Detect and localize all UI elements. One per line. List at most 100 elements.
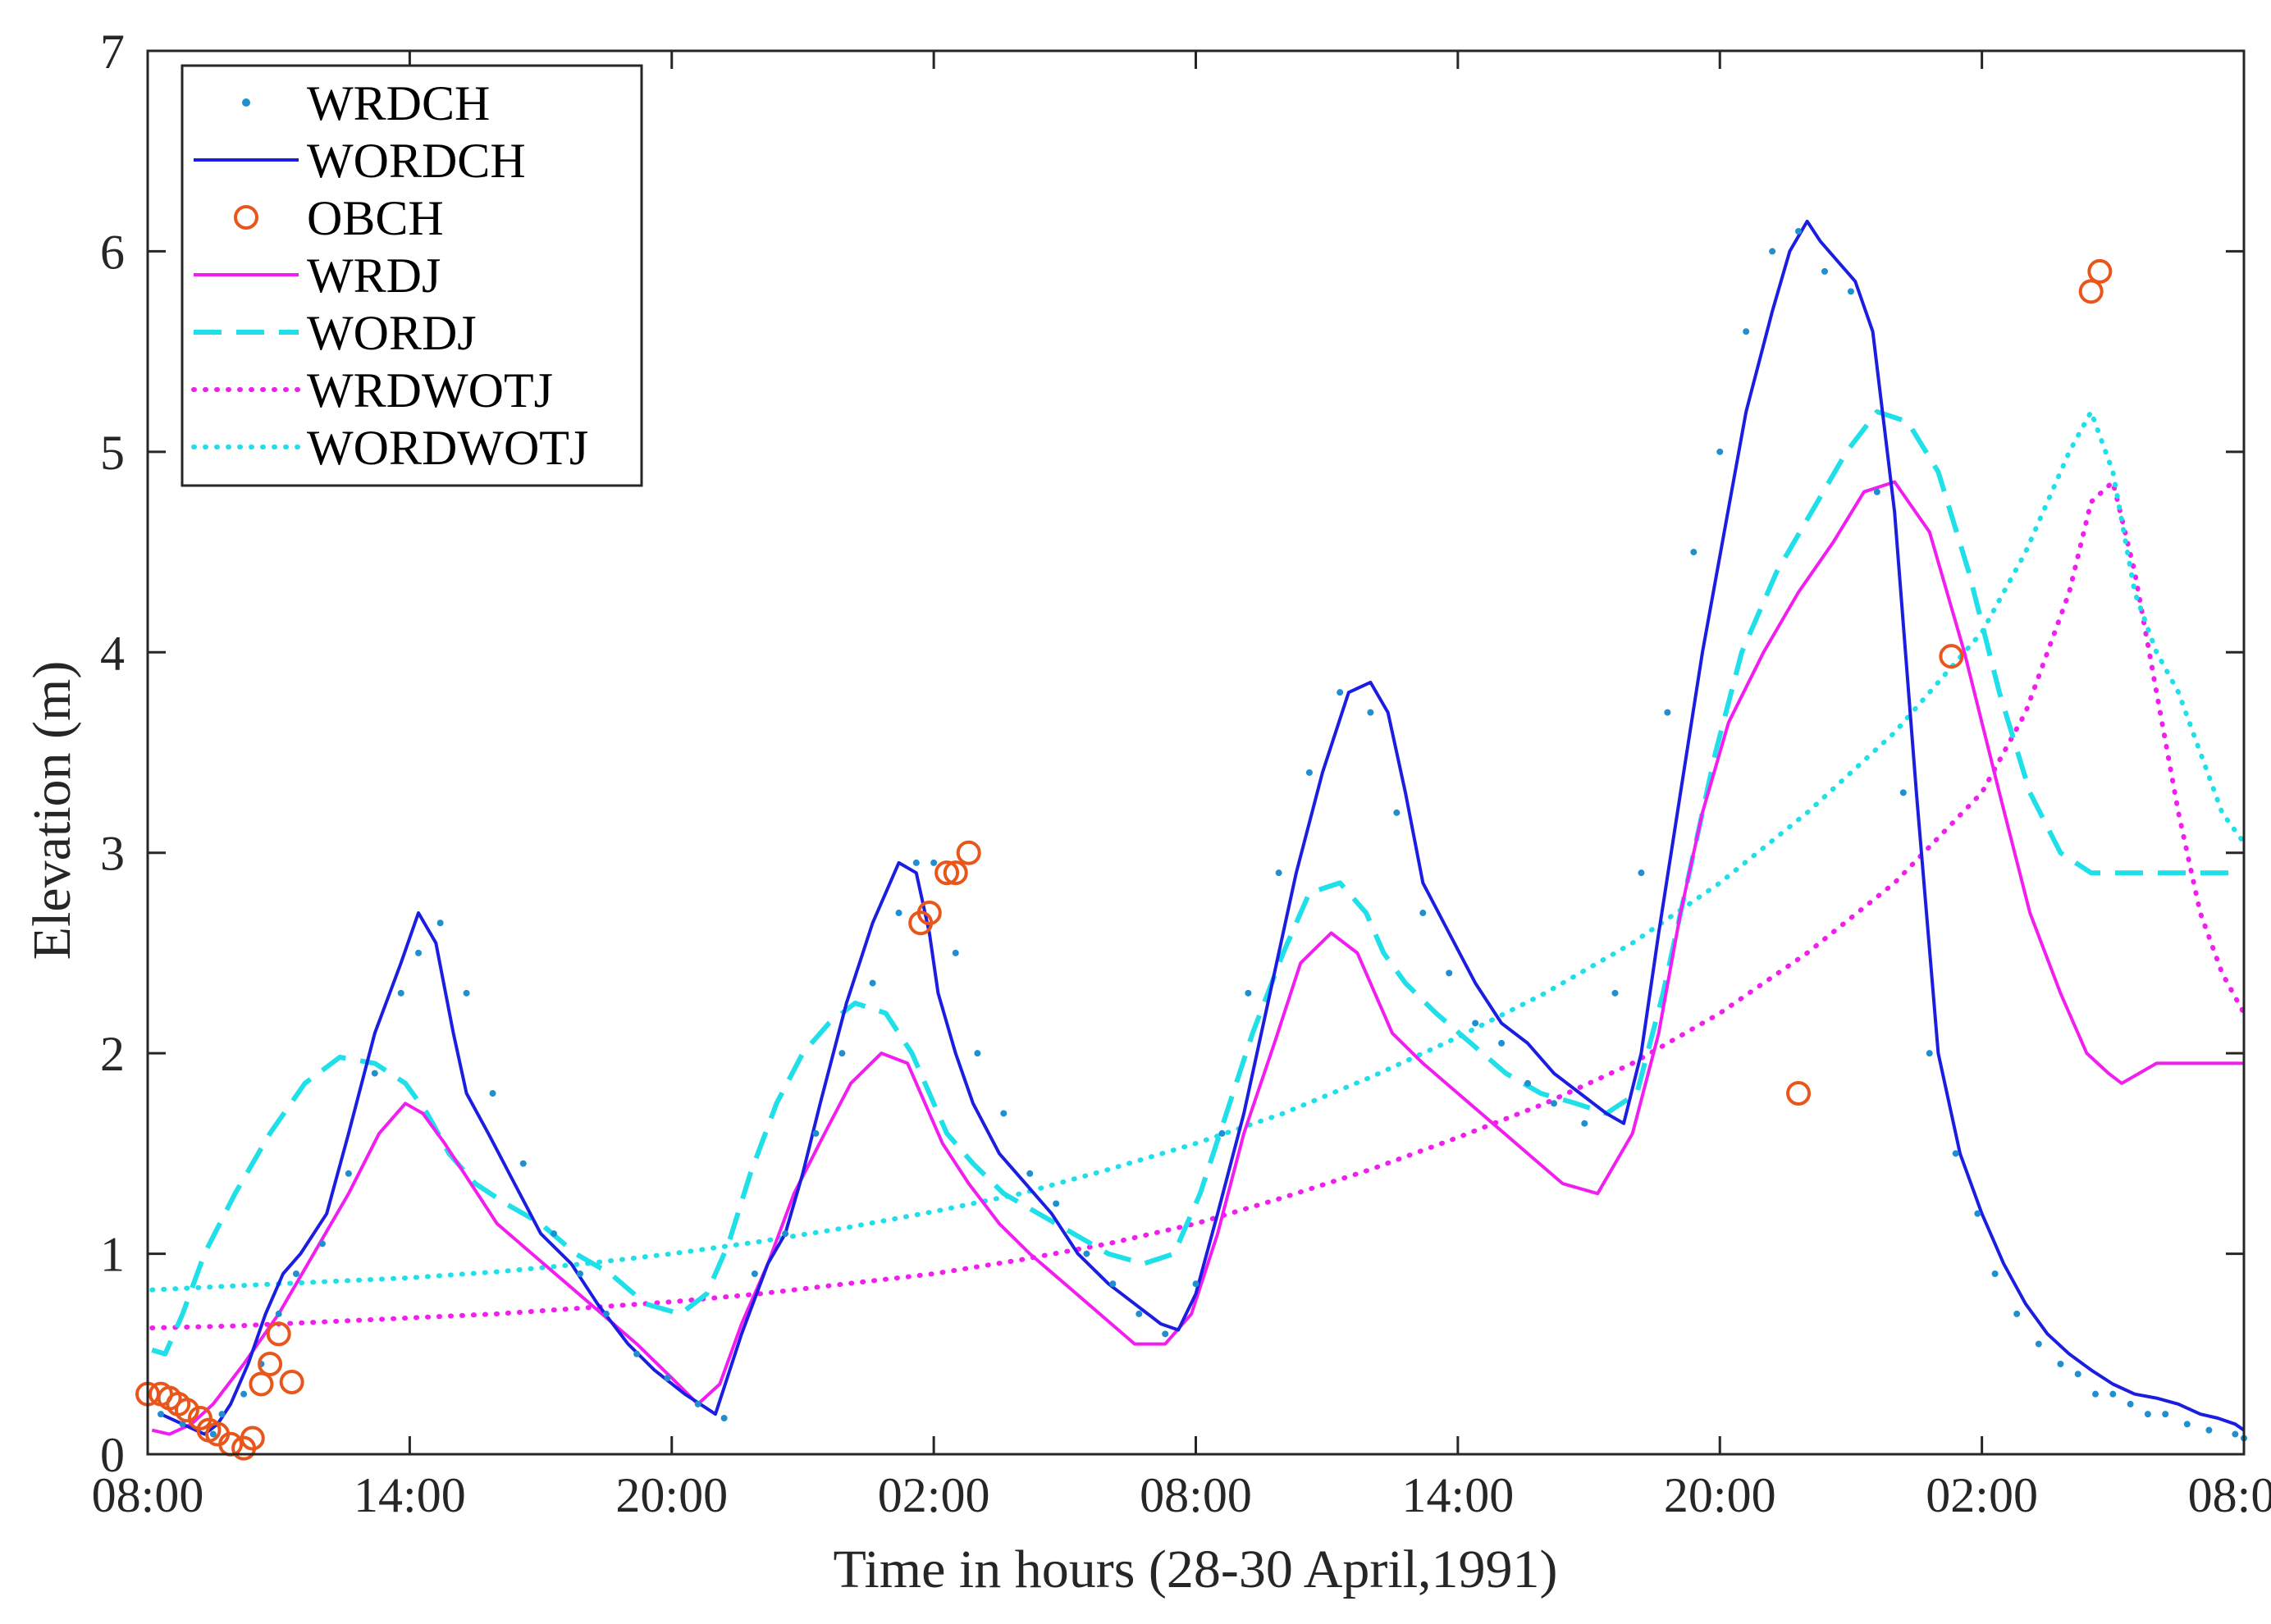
wrdch-point [812,1129,820,1137]
wrdch-point [489,1090,496,1097]
wrdch-point [318,1240,326,1248]
wrdch-point [240,1390,248,1398]
wrdch-point [2074,1371,2081,1378]
wrdch-point [275,1310,282,1317]
wrdch-point [720,1415,728,1422]
wrdch-point [1974,1210,1981,1217]
series-line-wordwotj [149,409,2246,1293]
legend-swatch [234,205,258,230]
wrdch-point [218,1411,226,1418]
wrdch-point [415,949,423,956]
wrdch-point [1026,1170,1034,1177]
wrdch-point [292,1270,299,1278]
wrdch-point [345,1170,352,1177]
wrdch-point [209,1430,217,1438]
wrdch-point [1218,1129,1226,1137]
wrdch-point [179,1421,186,1428]
wrdch-point [1109,1280,1117,1288]
x-tick-label: 14:00 [354,1468,466,1522]
legend-item-wordj: WORDJ [194,306,477,360]
wrdch-point [2057,1361,2064,1368]
wrdch-point [2162,1411,2169,1418]
wrdch-point [1873,488,1880,495]
x-tick-label: 02:00 [1926,1468,2038,1522]
wrdch-point [2205,1426,2213,1434]
wrdch-point [2144,1411,2151,1418]
wrdch-point [1472,1020,1479,1027]
wrdch-point [1083,1250,1090,1257]
wrdch-point [1926,1050,1933,1057]
wrdch-point [2183,1421,2191,1428]
wrdch-point [2127,1400,2134,1407]
wrdch-point [576,1270,583,1278]
wrdch-point [930,859,938,866]
wrdch-point [1899,789,1907,796]
wrdch-point [869,979,876,987]
wrdch-point [1716,448,1724,455]
series-wordwotj [149,409,2246,1293]
y-axis-title: Elevation (m) [22,661,82,960]
legend-item-wordch: WORDCH [194,134,526,188]
legend-item-wrdwotj: WRDWOTJ [191,363,553,417]
obch-point [934,860,960,886]
wrdch-point [1275,869,1282,877]
y-tick-label: 3 [100,827,125,881]
obch-point [943,860,968,886]
wrdch-point [1550,1100,1557,1107]
wrdch-point [1795,227,1803,235]
wrdch-point [1393,809,1401,816]
wrdch-point [1498,1039,1506,1047]
series-obch [135,258,2113,1461]
legend-item-wrdch: WRDCH [242,76,490,130]
wrdch-point [751,1270,758,1278]
y-tick-label: 5 [100,426,125,480]
wrdch-point [2232,1430,2239,1438]
wrdch-point [1821,267,1828,275]
wrdch-point [463,989,470,997]
obch-point [2087,258,2113,284]
x-axis-title: Time in hours (28-30 April,1991) [833,1540,1557,1599]
y-tick-label: 0 [100,1428,125,1482]
wrdch-point [1952,1150,1959,1157]
wrdch-point [1581,1120,1588,1127]
wrdch-point [694,1400,701,1407]
wrdch-point [1000,1110,1008,1117]
wrdch-point [436,919,444,927]
wrdch-point [1136,1310,1143,1317]
wrdch-point [782,1230,789,1238]
x-tick-label: 20:00 [1664,1468,1776,1522]
wrdch-point [1367,709,1374,716]
series-wrdj [151,480,2244,1436]
wrdch-point [2092,1390,2100,1398]
legend-item-wordwotj: WORDWOTJ [191,421,588,475]
series-wordj [151,409,2244,1357]
obch-point [956,840,981,865]
series-line-wordj [151,409,2244,1357]
obch-point [266,1321,291,1347]
legend-label: WORDJ [307,306,477,360]
wrdch-point [1847,288,1854,295]
wrdch-point [1446,969,1453,977]
obch-point [240,1426,265,1451]
wrdch-point [1611,989,1619,997]
obch-point [1786,1081,1812,1106]
wrdch-point [602,1310,610,1317]
wrdch-point [1245,989,1252,997]
obch-point [1939,644,1964,669]
wrdch-point [664,1375,671,1382]
x-tick-label: 08:00 [2188,1468,2271,1522]
wrdch-point [1690,549,1698,556]
obch-point [174,1398,199,1423]
legend-label: WORDWOTJ [307,421,588,475]
x-tick-label: 20:00 [615,1468,728,1522]
wrdch-point [912,859,920,866]
legend-item-wrdj: WRDJ [194,249,441,303]
y-tick-label: 1 [100,1228,125,1282]
obch-point [916,901,942,926]
wrdch-point [952,949,959,956]
wrdch-point [1638,869,1645,877]
y-tick-label: 2 [100,1027,125,1081]
series-wordch [160,219,2246,1436]
wrdch-point [1192,1280,1199,1288]
